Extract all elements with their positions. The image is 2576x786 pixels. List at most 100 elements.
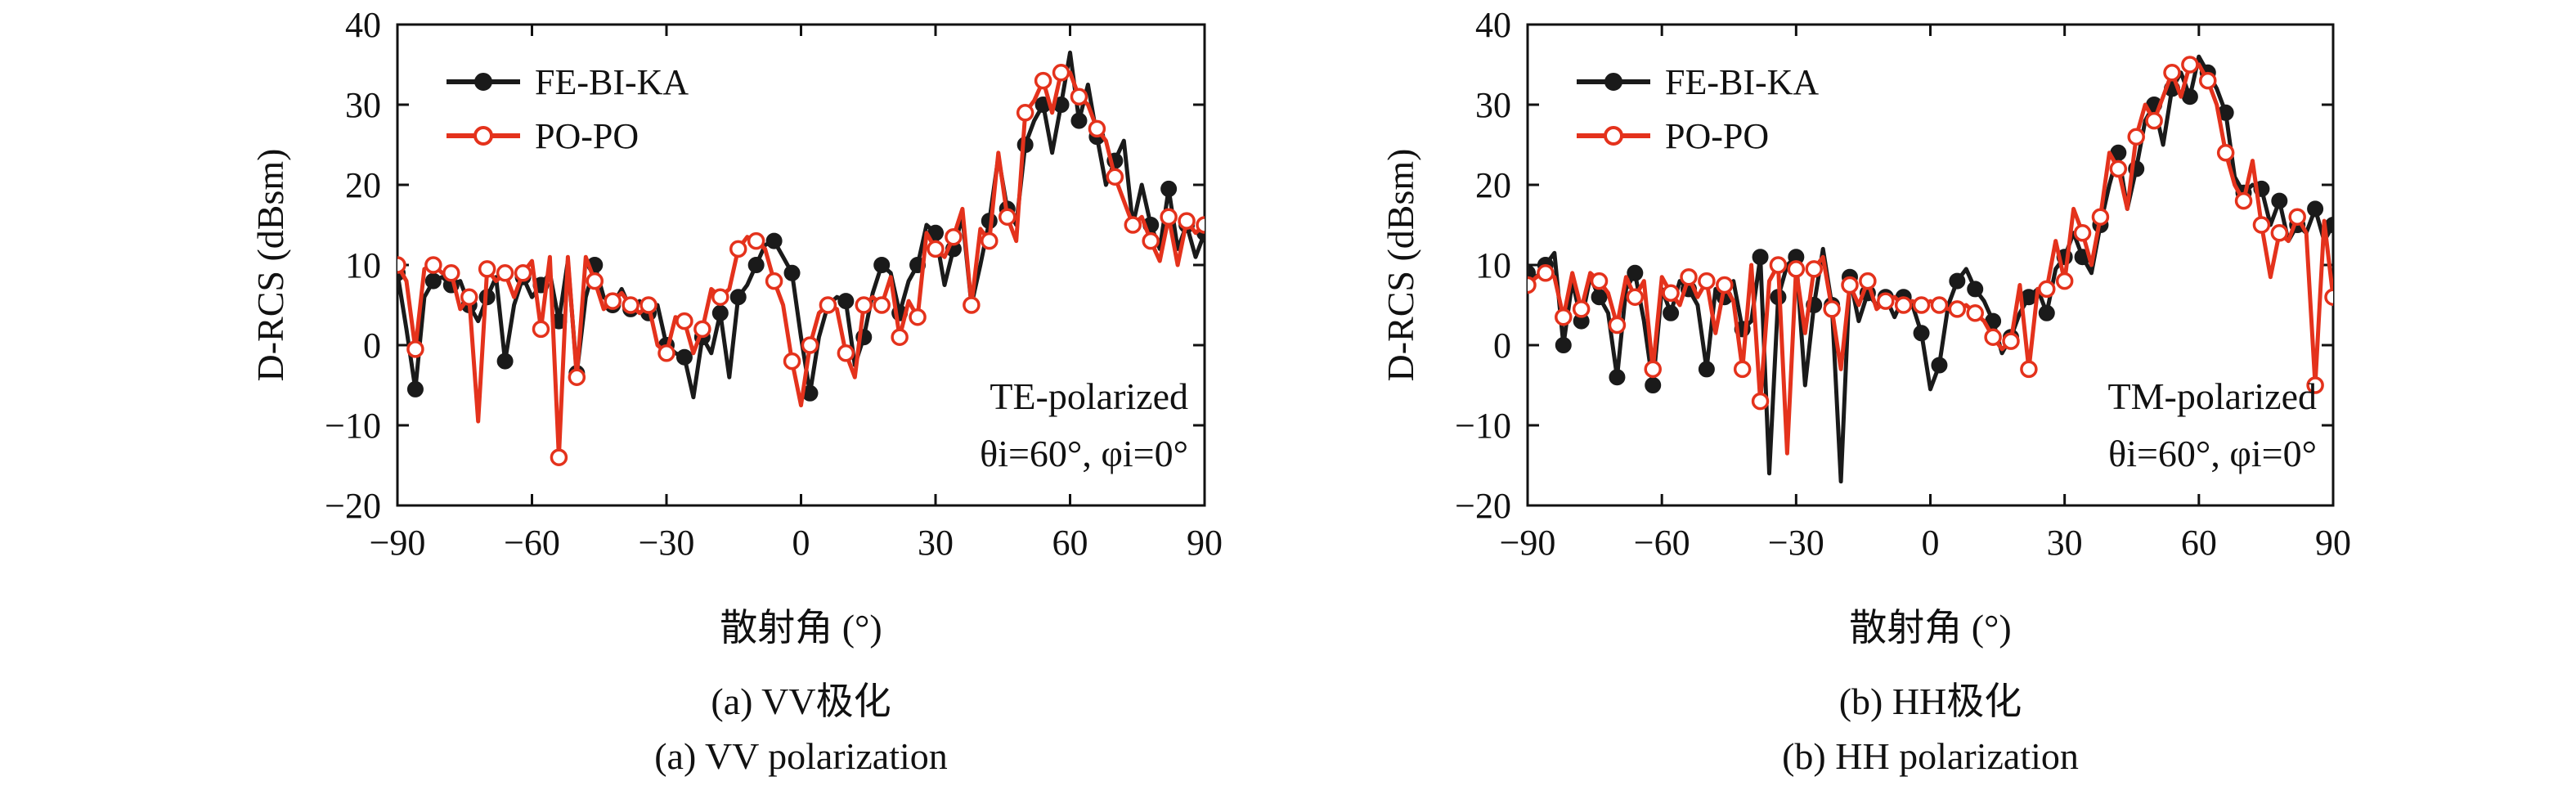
data-point-0 xyxy=(1967,281,1984,298)
data-point-1 xyxy=(711,288,729,306)
series-line-1 xyxy=(397,70,1205,460)
data-point-1 xyxy=(2091,208,2110,226)
data-point-0 xyxy=(1663,304,1680,321)
data-point-0 xyxy=(2038,304,2055,321)
data-point-1 xyxy=(1590,272,1609,290)
x-tick-label: −30 xyxy=(1768,523,1824,563)
y-tick-label: −10 xyxy=(1455,406,1511,446)
data-point-1 xyxy=(1528,276,1537,294)
data-point-1 xyxy=(855,296,873,314)
chart-panel-1: −90 −60 −30 0 30 60 90 −20 −10 0 10 20 30 40 散射角 (°) D-… xyxy=(1380,5,2351,777)
data-point-0 xyxy=(747,257,765,273)
data-area xyxy=(397,50,1205,466)
y-tick-label: 30 xyxy=(1475,85,1511,125)
x-tick-label: 30 xyxy=(918,523,954,563)
data-point-1 xyxy=(2109,159,2128,178)
data-point-0 xyxy=(1591,289,1608,306)
x-tick-label: 90 xyxy=(2315,523,2351,563)
data-point-1 xyxy=(945,227,963,246)
x-tick-label: 60 xyxy=(1052,523,1088,563)
data-point-1 xyxy=(2145,111,2163,130)
data-point-1 xyxy=(747,231,765,250)
data-point-0 xyxy=(873,257,891,273)
data-point-0 xyxy=(424,272,442,290)
data-point-1 xyxy=(568,368,586,386)
data-point-1 xyxy=(1178,212,1196,230)
data-point-1 xyxy=(2038,280,2056,299)
data-point-1 xyxy=(640,296,657,314)
data-point-1 xyxy=(1124,216,1142,234)
data-area xyxy=(1528,54,2333,484)
data-point-1 xyxy=(604,292,622,310)
legend-label-1: PO-PO xyxy=(1665,116,1769,156)
data-point-1 xyxy=(2181,56,2199,74)
x-axis-label: 散射角 (°) xyxy=(720,607,882,649)
data-point-0 xyxy=(729,289,747,306)
series-line-0 xyxy=(397,50,1205,400)
data-point-1 xyxy=(397,256,406,274)
data-point-0 xyxy=(1645,377,1662,393)
data-point-1 xyxy=(460,288,478,306)
legend-label-0: FE-BI-KA xyxy=(535,62,689,102)
data-point-1 xyxy=(1984,328,2002,346)
data-point-1 xyxy=(2288,208,2306,226)
data-point-1 xyxy=(783,352,801,371)
data-point-0 xyxy=(1609,369,1626,386)
data-point-1 xyxy=(2306,376,2324,394)
data-point-1 xyxy=(1823,300,1841,318)
data-point-1 xyxy=(2270,224,2289,242)
data-point-1 xyxy=(2252,216,2271,234)
data-point-1 xyxy=(675,312,693,330)
data-point-1 xyxy=(1196,216,1205,234)
data-point-1 xyxy=(1572,300,1591,318)
data-point-0 xyxy=(2307,200,2324,218)
y-tick-label: −20 xyxy=(325,486,381,526)
data-point-0 xyxy=(1555,337,1572,353)
data-point-1 xyxy=(1537,264,1555,282)
y-tick-label: 10 xyxy=(345,245,381,285)
data-point-1 xyxy=(514,264,532,282)
data-point-1 xyxy=(891,328,909,346)
y-tick-label: −10 xyxy=(325,406,381,446)
annotation-angles: θi=60°, φi=0° xyxy=(2108,433,2317,474)
data-point-1 xyxy=(1769,256,1788,274)
data-point-1 xyxy=(424,256,442,274)
data-point-0 xyxy=(1752,249,1769,266)
data-point-1 xyxy=(1751,392,1770,411)
data-point-1 xyxy=(1662,284,1680,303)
data-point-1 xyxy=(1894,296,1913,314)
data-point-1 xyxy=(657,344,675,362)
data-point-0 xyxy=(1160,180,1178,197)
data-point-1 xyxy=(693,320,711,339)
data-point-1 xyxy=(873,296,891,314)
data-point-1 xyxy=(1052,64,1070,82)
data-point-1 xyxy=(1016,104,1034,122)
data-point-0 xyxy=(837,293,855,310)
data-point-1 xyxy=(442,264,460,282)
data-point-0 xyxy=(1913,325,1930,342)
data-point-1 xyxy=(1142,231,1160,250)
data-point-1 xyxy=(1877,292,1895,310)
data-point-0 xyxy=(406,380,424,397)
data-point-1 xyxy=(1805,260,1823,278)
data-point-1 xyxy=(1160,208,1178,226)
data-point-0 xyxy=(1070,112,1088,129)
data-point-1 xyxy=(1698,272,1716,290)
data-point-0 xyxy=(1627,264,1644,281)
data-point-0 xyxy=(496,353,514,370)
data-point-0 xyxy=(1949,272,1966,290)
data-point-1 xyxy=(1787,260,1806,278)
x-tick-label: 30 xyxy=(2047,523,2083,563)
data-point-1 xyxy=(837,344,855,362)
data-point-1 xyxy=(1106,168,1124,186)
data-point-1 xyxy=(550,448,568,466)
data-point-1 xyxy=(1680,267,1698,286)
data-point-1 xyxy=(909,308,927,326)
legend-marker-0 xyxy=(474,73,492,91)
annotation-polarization: TM-polarized xyxy=(2108,375,2317,417)
data-point-1 xyxy=(406,340,424,358)
data-point-1 xyxy=(1841,276,1859,294)
data-point-0 xyxy=(783,264,801,281)
data-point-1 xyxy=(2073,224,2092,242)
